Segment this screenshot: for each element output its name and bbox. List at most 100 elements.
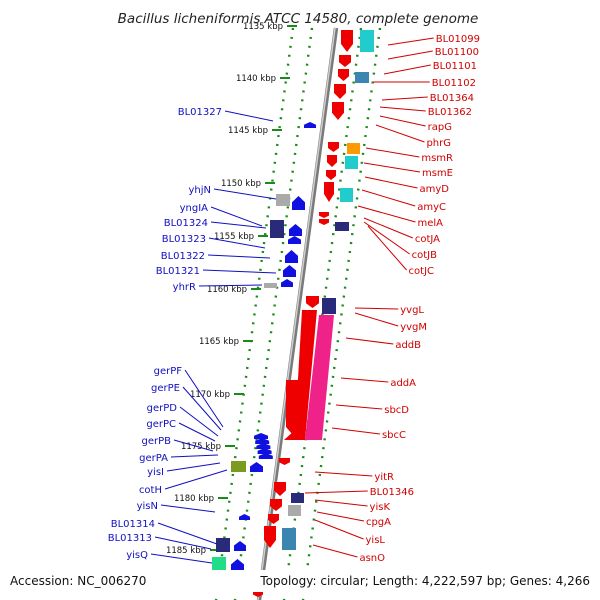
forward-gene-block: [288, 505, 301, 516]
reverse-gene: [289, 224, 302, 236]
gene-label-left: BL01324: [164, 218, 208, 229]
reverse-gene-block: [270, 220, 284, 238]
gene-label-left: yhjN: [188, 185, 211, 196]
gene-label-right: addA: [390, 378, 416, 389]
leader-line: [224, 110, 274, 122]
leader-line: [387, 37, 434, 46]
label-leader-lines: [150, 37, 434, 564]
leader-line: [182, 386, 222, 431]
reverse-gene: [250, 462, 263, 472]
forward-gene-addB-tail: [286, 380, 300, 435]
reverse-gene-block: [216, 538, 230, 552]
leader-line: [154, 536, 212, 550]
scale-tick-label: 1155 kbp: [214, 232, 254, 242]
scale-tick-label: 1180 kbp: [174, 494, 214, 504]
scale-tick-label: 1185 kbp: [166, 546, 206, 556]
scale-tick-label: 1160 kbp: [207, 285, 247, 295]
leader-line: [179, 406, 219, 437]
gene-label-right: sbcD: [384, 405, 409, 416]
forward-gene-block: [322, 298, 336, 314]
forward-gene-block: [345, 156, 358, 169]
gene-label-right: BL01102: [432, 78, 476, 89]
leader-line: [387, 50, 433, 60]
leader-line: [375, 124, 425, 143]
leader-line: [331, 427, 381, 435]
reverse-gene-gerP: [255, 438, 270, 444]
leader-line: [379, 115, 426, 127]
reverse-gene-gerP: [257, 448, 272, 454]
gene-label-right: yitR: [374, 472, 394, 483]
reverse-gene-block: [231, 461, 246, 472]
gene-label-left: gerPA: [139, 453, 168, 464]
gene-features: [212, 30, 374, 597]
forward-gene-block: [291, 493, 304, 503]
reverse-gene: [288, 236, 301, 244]
gene-label-right: phrG: [426, 138, 451, 149]
leader-line: [164, 469, 228, 490]
forward-gene: [328, 142, 339, 152]
forward-gene: [253, 591, 263, 597]
leader-line: [160, 504, 216, 513]
scale-tick-label: 1135 kbp: [243, 22, 283, 32]
gene-label-left: yngIA: [180, 203, 209, 214]
gene-label-right: rapG: [428, 122, 452, 133]
scale-tick-label: 1170 kbp: [190, 390, 230, 400]
forward-gene: [274, 482, 286, 496]
gene-label-right: amyD: [420, 184, 450, 195]
reverse-gene: [283, 265, 296, 277]
gene-label-right: cotJB: [412, 250, 437, 261]
leader-line: [184, 369, 224, 428]
leader-line: [202, 269, 277, 274]
gene-label-left: yhrR: [173, 282, 196, 293]
leader-line: [157, 522, 218, 545]
accession-text: Accession: NC_006270: [10, 574, 146, 588]
reverse-gene-gerP: [258, 453, 273, 459]
leader-line: [314, 519, 364, 540]
forward-gene: [306, 296, 319, 308]
leader-line: [354, 307, 399, 310]
gene-label-right: addB: [395, 340, 421, 351]
gene-label-left: yisQ: [126, 550, 148, 561]
reverse-gene: [281, 279, 293, 287]
leader-line: [381, 96, 428, 101]
forward-gene-block: [347, 143, 360, 154]
scale-tick-label: 1175 kbp: [181, 442, 221, 452]
leader-line: [304, 490, 368, 494]
genome-title: Bacillus licheniformis ATCC 14580, compl…: [118, 11, 479, 27]
leader-line: [364, 176, 418, 189]
gene-label-left: BL01313: [108, 533, 152, 544]
scale-tick-label: 1140 kbp: [236, 74, 276, 84]
gene-label-right: amyC: [417, 202, 446, 213]
gene-label-right: msmE: [422, 168, 453, 179]
forward-gene: [326, 170, 336, 180]
forward-gene-block: [360, 30, 374, 52]
leader-line: [383, 64, 431, 75]
leader-line: [363, 162, 421, 173]
leader-line: [170, 454, 219, 458]
leader-line: [365, 147, 420, 158]
forward-gene: [264, 526, 276, 548]
gene-label-right: msmR: [421, 153, 453, 164]
gene-label-left: yisN: [137, 501, 158, 512]
forward-gene-addB: [284, 310, 317, 440]
gene-label-right: BL01099: [436, 34, 480, 45]
gene-label-right: BL01364: [430, 93, 474, 104]
reverse-gene: [239, 514, 250, 520]
forward-gene: [319, 212, 329, 218]
dotted-guide-3: [301, 27, 382, 600]
reverse-gene: [304, 122, 316, 128]
gene-label-right: yvgL: [400, 305, 424, 316]
genome-summary-text: Topology: circular; Length: 4,222,597 bp…: [259, 574, 590, 588]
leader-line: [213, 188, 277, 200]
reverse-gene-block: [276, 194, 290, 206]
forward-gene: [268, 514, 279, 524]
leader-line: [314, 499, 368, 507]
reverse-gene-gerP: [254, 433, 268, 439]
scale-ticks: 1135 kbp 1140 kbp 1145 kbp 1150 kbp 1155 kbp…: [166, 22, 297, 556]
leader-line: [361, 189, 416, 207]
forward-gene: [334, 84, 346, 99]
reverse-gene: [231, 559, 244, 571]
footer-band: [0, 570, 600, 592]
reverse-gene: [234, 541, 246, 551]
